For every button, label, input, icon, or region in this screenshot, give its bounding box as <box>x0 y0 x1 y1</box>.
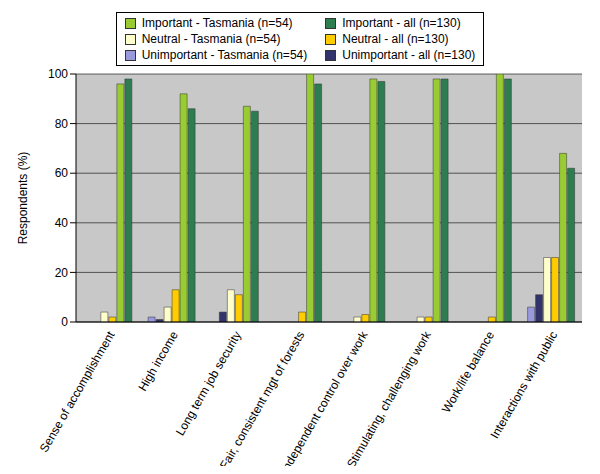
svg-text:Interactions with public: Interactions with public <box>488 329 561 441</box>
html-text:Neutral - all (n=130): Neutral - all (n=130) <box>342 32 449 46</box>
html-text:Unimportant - all (n=130): Unimportant - all (n=130) <box>342 48 476 62</box>
svg-text:100: 100 <box>48 67 68 81</box>
svg-text:Work/life balance: Work/life balance <box>439 328 497 415</box>
svg-text:Long term job security: Long term job security <box>173 329 244 438</box>
svg-text:Stimulating, challenging work: Stimulating, challenging work <box>344 328 434 466</box>
html-text:Neutral - Tasmania (n=54): Neutral - Tasmania (n=54) <box>141 32 281 46</box>
html-text:Important - Tasmania (n=54): Important - Tasmania (n=54) <box>141 16 293 30</box>
svg-text:Sense of accomplishment: Sense of accomplishment <box>37 328 118 455</box>
svg-text:20: 20 <box>55 266 69 280</box>
svg-text:60: 60 <box>55 166 69 180</box>
html-text:Important - all (n=130): Important - all (n=130) <box>342 16 461 30</box>
svg-text:40: 40 <box>55 216 69 230</box>
svg-text:Respondents (%): Respondents (%) <box>16 152 30 245</box>
svg-text:0: 0 <box>61 315 68 329</box>
html-text:Unimportant - Tasmania (n=54): Unimportant - Tasmania (n=54) <box>141 48 308 62</box>
svg-text:High income: High income <box>135 328 181 393</box>
svg-text:80: 80 <box>55 117 69 131</box>
